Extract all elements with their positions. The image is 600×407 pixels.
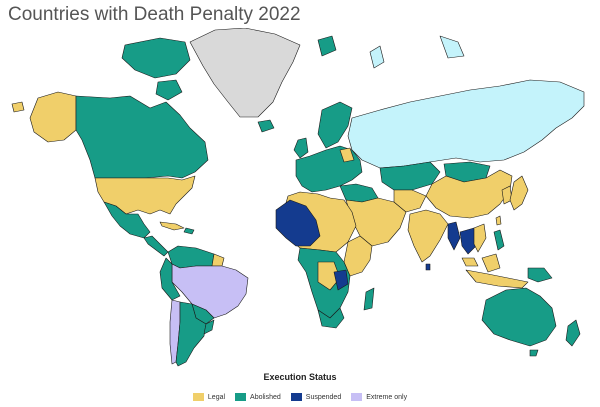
region-belarus (339, 147, 355, 163)
legend-swatch-legal (192, 393, 204, 401)
region-nz (565, 319, 581, 347)
region-west-sahel-suspended (275, 199, 321, 247)
legend-item-abolished[interactable]: Abolished (235, 393, 281, 401)
legend-label-suspended: Suspended (305, 393, 342, 401)
region-madagascar (363, 287, 375, 311)
legend-label-abolished: Abolished (250, 393, 281, 401)
region-indonesia (465, 269, 529, 289)
region-malaysia (461, 257, 479, 267)
region-drc (317, 261, 341, 291)
region-central-asia (393, 189, 427, 213)
legend: Execution Status Legal Abolished Suspend… (0, 372, 600, 406)
region-central-america (143, 235, 169, 257)
region-australia (481, 287, 557, 347)
region-uruguay (203, 319, 215, 335)
region-srilanka (425, 263, 431, 271)
region-tanzania-suspended (333, 269, 349, 291)
region-russia (347, 79, 585, 169)
region-chukotka (439, 35, 465, 59)
region-borneo (481, 253, 501, 273)
region-iceland (257, 119, 275, 133)
legend-item-suspended[interactable]: Suspended (290, 393, 342, 401)
legend-label-legal: Legal (207, 393, 226, 401)
region-svalbard (317, 35, 337, 57)
region-novaya (369, 45, 385, 69)
region-japan (509, 175, 529, 211)
world-map (11, 28, 585, 367)
map-title: Countries with Death Penalty 2022 (8, 4, 301, 25)
legend-swatch-abolished (235, 393, 247, 401)
region-caribbean (183, 227, 195, 235)
region-taiwan (495, 215, 502, 226)
region-canada-islands (121, 37, 191, 79)
region-cuba (159, 221, 185, 231)
region-canada-islands-2 (155, 79, 183, 101)
region-scandinavia (317, 101, 353, 149)
region-myanmar (447, 221, 461, 251)
region-mexico (103, 201, 151, 239)
legend-item-legal[interactable]: Legal (192, 393, 226, 401)
legend-label-extreme-only: Extreme only (366, 393, 408, 401)
region-alaska (29, 91, 77, 143)
region-uk (293, 137, 309, 159)
legend-swatch-suspended (290, 393, 302, 401)
legend-swatch-extreme-only (351, 393, 363, 401)
region-greenland (189, 28, 301, 118)
region-ecuador-peru (159, 257, 181, 301)
legend-item-extreme-only[interactable]: Extreme only (351, 393, 407, 401)
region-aleutians (11, 101, 25, 113)
region-argentina (175, 301, 207, 367)
legend-title: Execution Status (263, 372, 337, 382)
region-brazil-extreme (171, 263, 249, 319)
region-canada (75, 95, 209, 179)
region-middle-east (345, 197, 407, 247)
region-thailand-laos (459, 227, 479, 255)
region-png (527, 267, 553, 283)
legend-items: Legal Abolished Suspended Extreme only (192, 393, 407, 401)
region-tasmania (529, 349, 539, 357)
region-guyana (211, 253, 225, 267)
region-india (407, 209, 449, 263)
region-south-africa (317, 307, 345, 329)
region-colombia-venezuela (167, 245, 215, 269)
region-philippines (493, 229, 505, 251)
region-vietnam (473, 223, 487, 253)
